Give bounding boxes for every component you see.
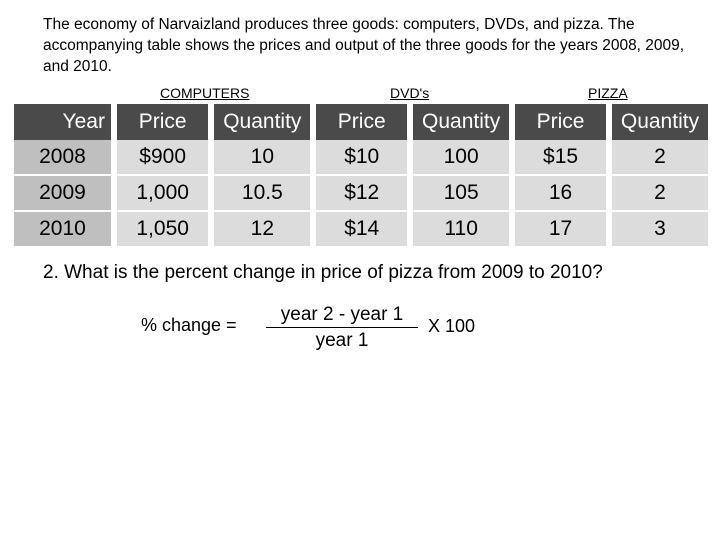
year-cell: 2009 (14, 176, 117, 212)
computers-label: COMPUTERS (160, 85, 250, 101)
computers-quantity-cell: 10 (214, 140, 317, 176)
computers-price-cell: $900 (116, 140, 215, 176)
computers-price-cell: 1,050 (116, 212, 215, 248)
formula-label: % change = (141, 315, 237, 335)
dvds-label: DVD's (390, 85, 430, 101)
goods-table: Year Price Quantity Price Quantity Price… (14, 104, 708, 248)
pizza-price-cell: 17 (515, 212, 612, 248)
table-row: 2010 1,050 12 $14 110 17 3 (14, 212, 708, 248)
computers-price-cell: 1,000 (116, 176, 215, 212)
dvds-price-cell: $10 (316, 140, 414, 176)
header-pizza-price: Price (515, 104, 612, 140)
header-computers-price: Price (116, 104, 215, 140)
formula-denominator: year 1 (315, 330, 369, 351)
computers-quantity-cell: 12 (214, 212, 317, 248)
question-text: 2. What is the percent change in price o… (43, 262, 603, 283)
dvds-price-cell: $12 (316, 176, 414, 212)
formula-fraction: year 2 - year 1 year 1 (266, 304, 418, 352)
pizza-quantity-cell: 2 (611, 140, 708, 176)
dvds-quantity-cell: 110 (413, 212, 516, 248)
pizza-quantity-cell: 3 (611, 212, 708, 248)
year-cell: 2008 (14, 140, 117, 176)
table-row: 2008 $900 10 $10 100 $15 2 (14, 140, 708, 176)
pizza-price-cell: $15 (515, 140, 612, 176)
dvds-quantity-cell: 100 (413, 140, 516, 176)
formula-multiplier: X 100 (428, 316, 476, 336)
pizza-label: PIZZA (588, 85, 628, 101)
formula-numerator: year 2 - year 1 (266, 304, 418, 328)
header-year: Year (14, 104, 117, 140)
table-row: 2009 1,000 10.5 $12 105 16 2 (14, 176, 708, 212)
header-pizza-quantity: Quantity (611, 104, 708, 140)
dvds-quantity-cell: 105 (413, 176, 516, 212)
pizza-price-cell: 16 (515, 176, 612, 212)
table-header-row: Year Price Quantity Price Quantity Price… (14, 104, 708, 140)
header-dvds-quantity: Quantity (413, 104, 516, 140)
year-cell: 2010 (14, 212, 117, 248)
header-computers-quantity: Quantity (214, 104, 317, 140)
computers-quantity-cell: 10.5 (214, 176, 317, 212)
header-dvds-price: Price (316, 104, 414, 140)
dvds-price-cell: $14 (316, 212, 414, 248)
intro-paragraph: The economy of Narvaizland produces thre… (43, 16, 685, 75)
pizza-quantity-cell: 2 (611, 176, 708, 212)
